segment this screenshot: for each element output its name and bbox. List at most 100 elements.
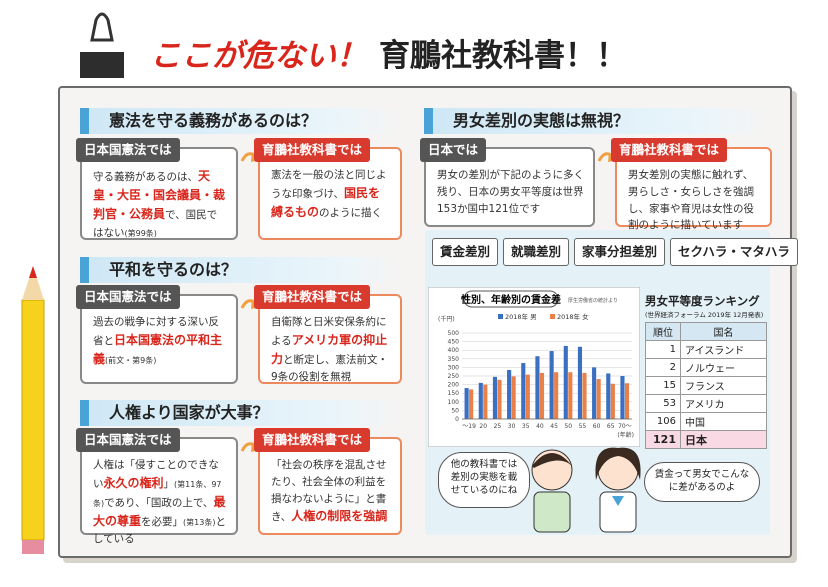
bar <box>539 372 545 419</box>
x-tick-label: 45 <box>550 423 558 430</box>
ranking-header: 順位 国名 <box>645 322 767 341</box>
tag: 賃金差別 <box>432 238 499 266</box>
bar <box>610 383 615 419</box>
title-red: ここが危ない！ <box>150 38 367 74</box>
text: で、国民ではない <box>93 209 218 239</box>
ranking-header-cell: 順位 <box>645 322 681 341</box>
box-label: 育鵬社教科書では <box>254 428 371 452</box>
bar <box>478 382 483 419</box>
legend-label: 2018年 女 <box>557 312 589 321</box>
y-tick-label: 350 <box>448 356 460 363</box>
box-label: 日本国憲法では <box>76 428 180 452</box>
x-tick-label: 50 <box>564 423 572 430</box>
box-label: 日本国憲法では <box>76 138 180 162</box>
bar <box>620 376 625 419</box>
chart-source: 厚生労働省の統計より <box>568 297 618 304</box>
left-box: 日本国憲法では 人権は「侵すことのできない永久の権利」(第11条、97条)であり、… <box>76 428 238 545</box>
bar <box>577 346 583 419</box>
box-label: 日本では <box>420 138 487 162</box>
text: のように描く <box>319 206 383 219</box>
bar <box>521 363 526 419</box>
section-heading: 男女差別の実態は無視？ <box>424 108 772 134</box>
box-label: 育鵬社教科書では <box>611 138 728 162</box>
chart-title: 性別、年齢別の賃金差 <box>460 293 561 306</box>
bar <box>549 351 554 419</box>
y-tick-label: 50 <box>451 407 459 414</box>
tag: 家事分担差別 <box>574 238 666 266</box>
ranking-cell: 1 <box>645 340 681 359</box>
ranking-subtitle: (世界経済フォーラム 2019年 12月発表) <box>645 311 764 319</box>
x-tick-label: 30 <box>508 423 516 430</box>
bar <box>511 376 516 419</box>
text: 憲法を一般の法と同じような印象づけ、 <box>271 169 387 200</box>
text: としている <box>93 516 226 546</box>
legend-label: 2018年 男 <box>505 312 537 321</box>
ranking-row: 1 アイスランド <box>645 340 767 359</box>
y-tick-label: 400 <box>448 347 460 354</box>
bar <box>483 384 488 419</box>
ranking-cell: フランス <box>680 376 767 395</box>
y-tick-label: 0 <box>455 416 459 423</box>
x-tick-label: 65 <box>607 423 615 430</box>
speech-bubble: 賃金って男女でこんなに差があるのよ <box>644 462 760 502</box>
bar <box>535 356 540 419</box>
bar <box>624 383 630 419</box>
text-em: 人権の制限を強調 <box>291 509 388 524</box>
ranking-row: 106 中国 <box>645 412 767 431</box>
text: 男女の差別が下記のように多く残り、日本の男女平等度は世界153か国中121位です <box>437 169 584 215</box>
text-em: アメリカ軍の抑止力 <box>271 332 388 366</box>
text: であり、「国政の上で、 <box>104 496 214 509</box>
y-tick-label: 450 <box>448 339 460 346</box>
bar <box>582 372 587 419</box>
text-small: (第99条) <box>124 228 157 238</box>
box-label: 育鵬社教科書では <box>254 138 371 162</box>
ranking-row: 2 ノルウェー <box>645 358 767 377</box>
ranking-cell: アイスランド <box>680 340 767 359</box>
ranking-cell: ノルウェー <box>680 358 767 377</box>
ranking-cell: 121 <box>645 430 681 449</box>
chart: 性別、年齢別の賃金差 厚生労働省の統計より(千円)0501001502002503… <box>428 287 640 447</box>
ranking-cell: 2 <box>645 358 681 377</box>
text-em: 永久の権利 <box>103 475 164 490</box>
tag: セクハラ・マタハラ <box>670 238 798 266</box>
ranking-cell: 日本 <box>680 430 767 449</box>
ranking-cell: 中国 <box>680 412 767 431</box>
ranking: 男女平等度ランキング (世界経済フォーラム 2019年 12月発表) 順位 国名 1… <box>645 293 767 449</box>
x-tick-label: 40 <box>536 423 544 430</box>
bar <box>469 389 474 419</box>
bar <box>464 388 469 419</box>
text: を必要」 <box>141 516 184 529</box>
left-box: 日本国憲法では 守る義務があるのは、天皇・大臣・国会議員・裁判官・公務員で、国民で… <box>76 138 238 240</box>
text: 人権は「侵すことのできない <box>93 459 219 490</box>
children <box>531 447 641 533</box>
boy <box>531 449 573 533</box>
bar <box>492 376 498 419</box>
y-tick-label: 300 <box>448 364 460 371</box>
bar <box>507 369 512 419</box>
y-tick-label: 250 <box>448 373 460 380</box>
text-small: (第13条) <box>183 518 216 528</box>
text-em: 最大の尊重 <box>93 494 226 529</box>
legend-swatch <box>498 314 503 319</box>
right-box: 育鵬社教科書では 憲法を一般の法と同じような印象づけ、国民を縛るもののように描く <box>254 138 402 240</box>
bar <box>592 367 597 419</box>
text: と断定し、憲法前文・9条の役割を無視 <box>271 353 389 384</box>
bar <box>497 379 502 419</box>
y-tick-label: 500 <box>448 330 460 337</box>
ranking-table: 順位 国名 1 アイスランド 2 ノルウェー 15 フランス 53 アメリカ 106 中国 121 日本 <box>645 322 767 449</box>
y-tick-label: 200 <box>448 382 460 389</box>
y-tick-label: 150 <box>448 390 460 397</box>
pencil <box>21 266 45 554</box>
text-em: 日本国憲法の平和主義 <box>93 332 223 366</box>
x-tick-label: ～19 <box>462 423 476 430</box>
left-box: 日本では男女の差別が下記のように多く残り、日本の男女平等度は世界153か国中12… <box>420 138 595 227</box>
ranking-cell: 53 <box>645 394 681 413</box>
chart-bg <box>428 287 640 447</box>
y-axis-label: (千円) <box>438 315 455 323</box>
text: 「社会の秩序を混乱させたり、社会全体の利益を損なわないように」と書き、 <box>271 459 387 524</box>
ranking-cell: 15 <box>645 376 681 395</box>
x-tick-label: 35 <box>522 423 530 430</box>
x-tick-label: 55 <box>579 423 587 430</box>
